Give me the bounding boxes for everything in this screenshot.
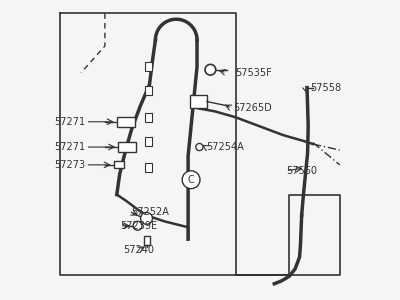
Text: 57558: 57558: [310, 82, 341, 93]
Bar: [145, 86, 152, 95]
Circle shape: [205, 64, 216, 75]
Bar: [144, 236, 150, 245]
Text: 57265D: 57265D: [233, 103, 272, 113]
Bar: [145, 164, 152, 172]
Bar: [118, 142, 136, 152]
Text: 57252A: 57252A: [132, 207, 170, 218]
Text: C: C: [188, 175, 194, 185]
Circle shape: [196, 143, 203, 151]
Circle shape: [140, 212, 152, 224]
Text: 57271: 57271: [54, 117, 86, 127]
Bar: [145, 113, 152, 122]
Bar: [190, 95, 207, 108]
Bar: [145, 62, 152, 71]
Text: 57535F: 57535F: [236, 68, 272, 78]
Circle shape: [133, 221, 142, 230]
Text: 57239E: 57239E: [120, 221, 157, 231]
Text: 57240: 57240: [124, 244, 154, 255]
Bar: [114, 161, 124, 168]
Text: 57254A: 57254A: [206, 142, 244, 152]
Text: 57271: 57271: [54, 142, 86, 152]
Circle shape: [182, 171, 200, 189]
Bar: [145, 136, 152, 146]
Text: 57560: 57560: [286, 166, 317, 176]
Text: 57273: 57273: [54, 160, 86, 170]
Bar: [117, 117, 135, 127]
